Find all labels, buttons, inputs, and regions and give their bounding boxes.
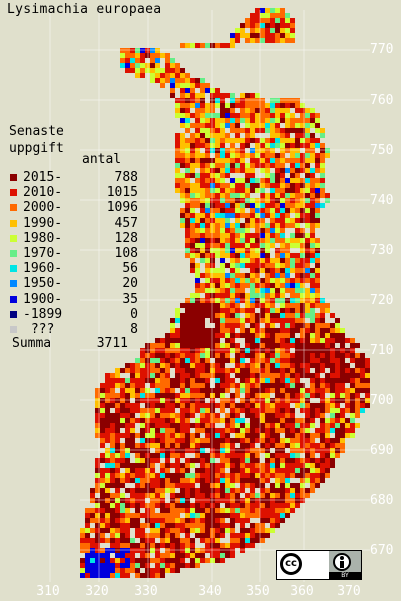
legend-swatch [10,174,17,181]
y-tick-label: 680 [370,493,394,508]
x-tick-label: 350 [246,584,270,599]
y-tick-label: 760 [370,93,394,108]
legend-count: 35 [122,291,138,307]
cc-icon: cc [280,553,302,575]
legend-row: 1900- 35 [8,292,138,307]
y-tick-label: 690 [370,443,394,458]
cc-badge-left: cc [277,551,329,579]
y-tick-label: 720 [370,293,394,308]
x-tick-label: 310 [36,584,60,599]
legend-count: 1096 [106,200,138,216]
y-tick-label: 730 [370,243,394,258]
y-tick-label: 750 [370,143,394,158]
legend-row: 1960- 56 [8,261,138,276]
legend-total-label: Summa [12,336,52,351]
legend-count-header: antal [82,152,122,167]
x-tick-label: 340 [198,584,222,599]
legend-label: 1970- [23,245,63,261]
legend-swatch [10,310,17,318]
x-tick-label: 320 [85,584,109,599]
legend-count: 8 [130,321,138,337]
legend-row: 1990- 457 [8,216,138,231]
legend-label: 1980- [23,230,63,246]
legend-swatch [10,189,17,197]
y-tick-label: 740 [370,193,394,208]
legend-count: 457 [114,215,138,231]
legend-heading: Senaste uppgift [9,123,64,157]
legend-count: 0 [130,306,138,322]
legend-count: 108 [114,245,138,261]
species-title: Lysimachia europaea [7,2,162,17]
legend-label: 1960- [23,261,63,277]
legend-label: 2015- [23,170,63,185]
legend-label: 1950- [23,276,63,292]
legend-label: 1900- [23,291,63,307]
y-tick-label: 770 [370,42,394,57]
legend-row: 1950- 20 [8,276,138,291]
legend-row: 2015- 788 [8,170,138,185]
legend-swatch [10,249,17,257]
legend: 2015- 788 2010- 1015 2000- 1096 1990- 457 1980- 1… [8,170,138,337]
legend-label: -1899 [23,306,63,322]
by-strip [329,572,361,579]
y-tick-label: 710 [370,343,394,358]
legend-count: 788 [114,170,138,185]
legend-swatch [10,219,17,227]
map-grid-lines [49,10,370,582]
y-tick-label: 670 [370,543,394,558]
legend-row: 2010- 1015 [8,185,138,200]
legend-row: 1980- 128 [8,231,138,246]
y-tick-label: 700 [370,393,394,408]
map-cells [80,8,370,578]
legend-label: 1990- [23,215,63,231]
legend-label: 2000- [23,200,63,216]
legend-row: ??? 8 [8,322,138,337]
legend-count: 1015 [106,185,138,201]
legend-heading-line2: uppgift [9,141,64,156]
legend-total-count: 3711 [96,336,128,351]
legend-label: ??? [23,321,55,337]
legend-swatch [10,295,17,303]
by-label: BY [341,572,349,579]
legend-row: -1899 0 [8,307,138,322]
legend-count: 128 [114,230,138,246]
legend-row: 2000- 1096 [8,200,138,215]
legend-row: 1970- 108 [8,246,138,261]
x-tick-label: 330 [134,584,158,599]
x-tick-label: 370 [337,584,361,599]
legend-heading-line1: Senaste [9,124,64,139]
legend-count: 56 [122,261,138,277]
legend-swatch [10,204,17,212]
legend-swatch [10,325,17,333]
cc-by-license-badge[interactable]: cc BY [276,550,362,580]
legend-count: 20 [122,276,138,292]
legend-label: 2010- [23,185,63,201]
x-tick-label: 360 [290,584,314,599]
legend-swatch [10,234,17,242]
legend-swatch [10,280,17,288]
legend-swatch [10,265,17,273]
attribution-person-icon [333,553,351,571]
